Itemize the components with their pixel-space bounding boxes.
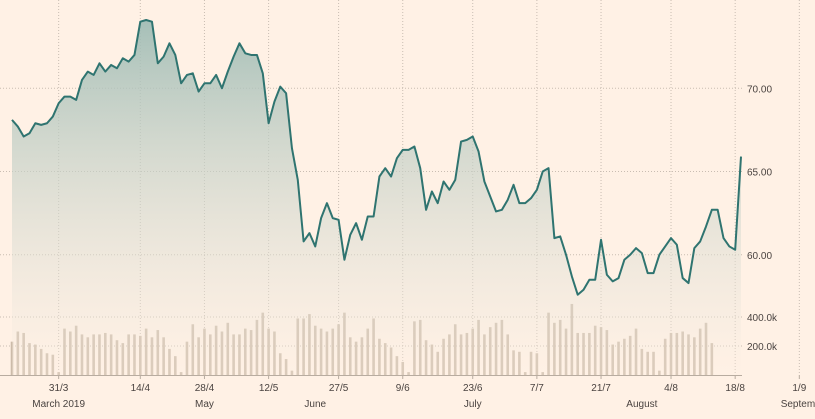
x-tick-label: 23/6 [463, 383, 483, 394]
x-tick-label: 28/4 [195, 383, 215, 394]
month-label: March 2019 [32, 399, 85, 410]
x-tick-label: 9/6 [396, 383, 410, 394]
x-tick-label: 1/9 [792, 383, 806, 394]
price-tick-label: 65.00 [747, 168, 772, 179]
x-tick-label: 7/7 [530, 383, 544, 394]
x-tick-label: 4/8 [664, 383, 678, 394]
x-tick-label: 18/8 [725, 383, 745, 394]
volume-tick-label: 200.0k [747, 342, 778, 353]
y-axis-labels: 60.00 65.00 70.00 200.0k 400.0k [747, 84, 778, 353]
price-tick-label: 60.00 [747, 251, 772, 262]
x-tick-label: 27/5 [329, 383, 349, 394]
x-axis-labels: 31/3 14/4 28/4 12/5 27/5 9/6 23/6 7/7 21/7 4/8 18/… [32, 375, 815, 410]
x-tick-label: 12/5 [259, 383, 279, 394]
month-label: July [464, 399, 482, 410]
price-line [11, 19, 742, 296]
x-tick-label: 31/3 [49, 383, 69, 394]
volume-tick-label: 400.0k [747, 313, 778, 324]
month-label: August [626, 399, 657, 410]
month-label: September [781, 399, 815, 410]
price-line-layer [11, 19, 742, 296]
x-tick-label: 21/7 [591, 383, 611, 394]
x-tick-label: 14/4 [131, 383, 151, 394]
month-label: June [304, 399, 326, 410]
month-label: May [195, 399, 214, 410]
price-tick-label: 70.00 [747, 84, 772, 95]
